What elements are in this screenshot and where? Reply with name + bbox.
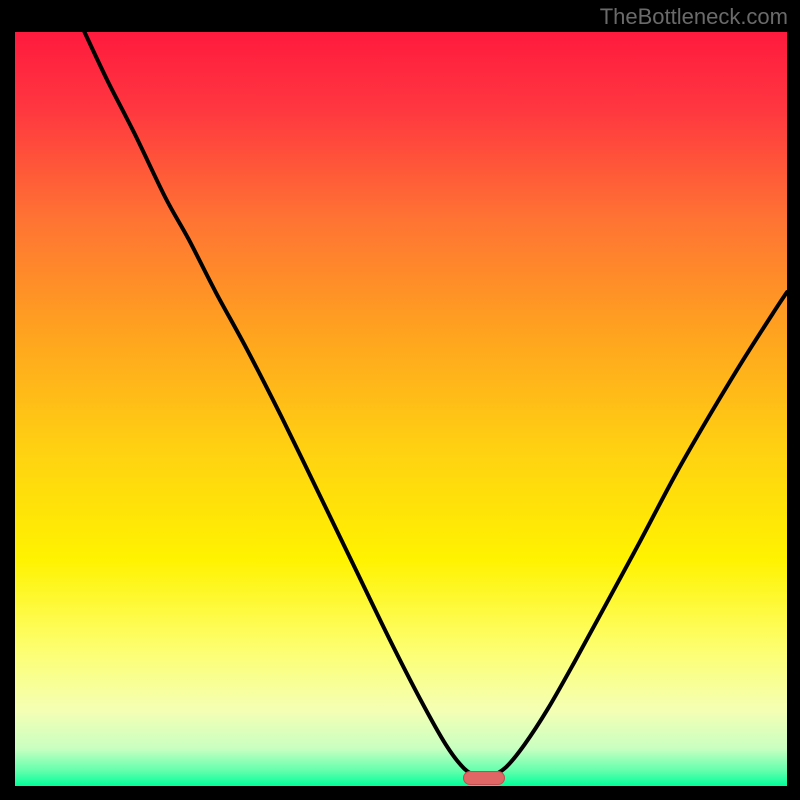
chart-curve-svg bbox=[15, 32, 787, 786]
optimum-marker bbox=[463, 771, 505, 785]
chart-plot-area bbox=[15, 32, 787, 786]
watermark-text: TheBottleneck.com bbox=[600, 4, 788, 30]
bottleneck-curve bbox=[84, 32, 787, 777]
chart-outer-frame: TheBottleneck.com bbox=[0, 0, 800, 800]
